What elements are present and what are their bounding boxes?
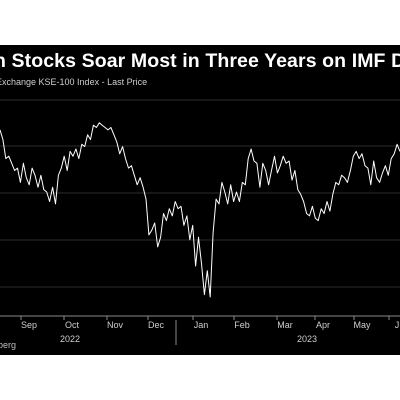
x-year-label-2022: 2022 [60,334,80,344]
x-tick-label-j: J [395,320,400,330]
x-tick-labels: Sep Oct Nov Dec Jan Feb Mar Apr May J [20,316,400,330]
x-tick-label-jan: Jan [194,320,209,330]
x-tick-label-may: May [353,320,371,330]
x-tick-label-sep: Sep [21,320,37,330]
x-year-label-2023: 2023 [297,334,317,344]
x-tick-label-oct: Oct [65,320,80,330]
x-tick-label-mar: Mar [277,320,293,330]
x-tick-label-nov: Nov [107,320,124,330]
x-year-labels: 2022 2023 [60,320,317,345]
chart-subtitle: Exchange KSE-100 Index - Last Price [0,77,148,87]
chart-source: berg [0,340,17,350]
chart-title: n Stocks Soar Most in Three Years on IMF… [0,50,400,72]
x-tick-label-apr: Apr [316,320,330,330]
series-line [0,122,400,298]
grid-lines [0,99,400,288]
chart-panel [0,45,400,355]
x-tick-label-feb: Feb [234,320,250,330]
series-layer [0,122,400,298]
x-tick-label-dec: Dec [148,320,165,330]
